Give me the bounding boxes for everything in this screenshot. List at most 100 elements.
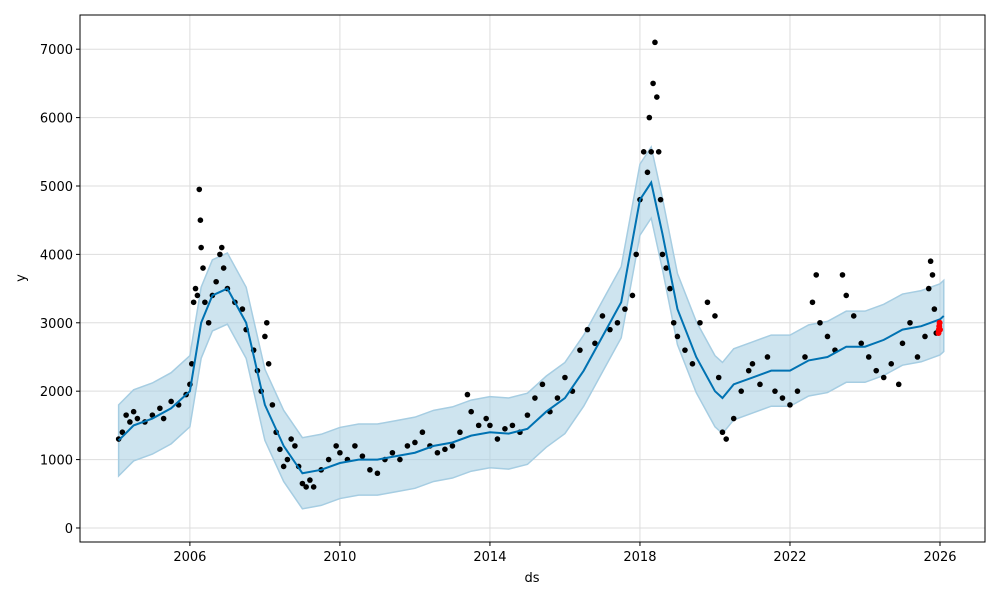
observed-point: [292, 443, 298, 449]
x-tick-label: 2014: [473, 550, 506, 565]
y-tick-label: 1000: [40, 454, 73, 469]
x-tick-label: 2018: [623, 550, 656, 565]
observed-point: [494, 436, 501, 442]
observed-point: [907, 319, 913, 326]
observed-point: [914, 354, 921, 360]
observed-point: [655, 148, 662, 155]
observed-point: [218, 244, 225, 251]
observed-point: [194, 292, 201, 299]
observed-point: [205, 319, 212, 326]
plot-frame: [79, 14, 986, 543]
forecast-line-group: [117, 180, 945, 475]
observed-point: [359, 453, 366, 459]
observed-point: [640, 148, 647, 155]
observed-point: [263, 319, 270, 326]
observed-point: [119, 429, 126, 436]
observed-point: [749, 361, 756, 367]
observed-point: [262, 333, 268, 340]
observed-point: [738, 388, 745, 394]
observed-point: [592, 340, 598, 347]
observed-point: [239, 306, 246, 312]
observed-point: [929, 272, 936, 278]
observed-point: [468, 408, 474, 415]
observed-point: [367, 467, 373, 473]
y-tick-label: 5000: [40, 180, 73, 195]
observed-points: [115, 39, 940, 490]
observed-point: [160, 415, 167, 422]
observed-point: [192, 285, 199, 292]
observed-point: [123, 412, 129, 418]
observed-point: [682, 347, 688, 353]
observed-point: [198, 244, 204, 251]
observed-point: [220, 265, 227, 271]
observed-point: [149, 412, 156, 418]
axis-ticks: 2006 2010 2014 2018 2022 2026 0 1000 2000 3000 400…: [40, 43, 957, 565]
observed-point: [487, 422, 493, 429]
observed-point: [704, 299, 711, 306]
x-tick-label: 2022: [773, 550, 806, 565]
observed-point: [599, 313, 606, 319]
observed-point: [657, 196, 664, 203]
observed-point: [352, 443, 358, 449]
x-axis-label: ds: [524, 571, 539, 586]
observed-point: [659, 251, 666, 258]
observed-point: [434, 449, 441, 456]
observed-point: [723, 436, 730, 442]
observed-point: [134, 415, 141, 422]
observed-point: [843, 292, 850, 299]
observed-point: [622, 306, 628, 312]
observed-point: [663, 265, 670, 271]
observed-point: [502, 426, 508, 432]
future-point: [936, 326, 943, 333]
observed-point: [652, 39, 658, 46]
observed-point: [745, 367, 752, 374]
observed-point: [539, 381, 546, 388]
future-point: [936, 319, 943, 326]
observed-point: [419, 429, 426, 436]
observed-point: [802, 354, 808, 360]
observed-point: [269, 402, 276, 408]
y-tick-label: 3000: [40, 317, 73, 332]
observed-point: [509, 422, 516, 429]
observed-point: [190, 299, 197, 306]
y-tick-label: 0: [65, 522, 73, 537]
observed-point: [404, 443, 411, 449]
observed-point: [265, 361, 272, 367]
observed-point: [667, 285, 673, 292]
observed-point: [764, 354, 771, 360]
observed-point: [629, 292, 636, 299]
observed-point: [562, 374, 568, 381]
observed-point: [464, 391, 471, 398]
observed-point: [927, 258, 934, 265]
observed-point: [787, 402, 793, 408]
observed-point: [213, 278, 219, 285]
observed-point: [674, 333, 681, 340]
observed-point: [931, 306, 938, 312]
observed-point: [202, 299, 208, 306]
observed-point: [554, 395, 561, 401]
observed-point: [824, 333, 831, 340]
observed-point: [922, 333, 928, 340]
observed-point: [310, 484, 317, 490]
future-points: [935, 319, 943, 337]
observed-point: [303, 484, 309, 490]
observed-point: [730, 415, 737, 422]
y-tick-label: 6000: [40, 112, 73, 127]
observed-point: [654, 94, 660, 100]
observed-point: [813, 272, 820, 278]
observed-point: [157, 405, 163, 412]
observed-point: [794, 388, 801, 394]
observed-point: [712, 313, 718, 319]
observed-point: [412, 439, 418, 446]
observed-point: [858, 340, 865, 347]
observed-point: [280, 463, 287, 470]
observed-point: [880, 374, 887, 381]
observed-point: [284, 456, 291, 463]
observed-point: [865, 354, 872, 360]
observed-point: [607, 326, 613, 333]
observed-point: [697, 319, 703, 326]
observed-point: [925, 285, 932, 292]
observed-point: [197, 217, 204, 223]
observed-point: [389, 449, 396, 456]
